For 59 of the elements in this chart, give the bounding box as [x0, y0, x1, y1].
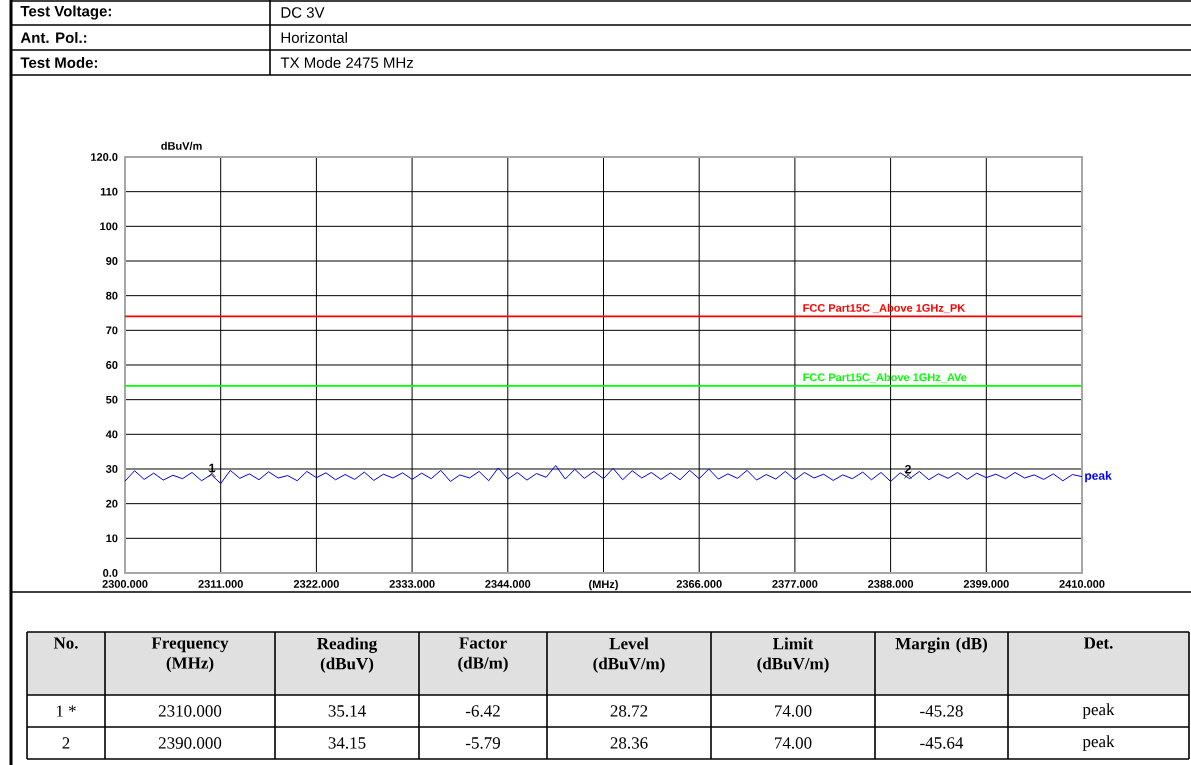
y-tick-label: 60: [106, 361, 118, 369]
text: Test Voltage:: [20, 5, 111, 20]
x-tick-label: 2333.000: [389, 580, 435, 588]
text: peak: [1082, 735, 1115, 751]
text: 74.00: [775, 705, 812, 717]
text: Frequency (MHz): [151, 637, 229, 673]
y-tick-label: 50: [106, 395, 118, 404]
y-tick-label: 70: [106, 326, 118, 335]
x-tick-label: 2311.000: [198, 580, 243, 588]
x-tick-label: 2377.000: [772, 580, 818, 588]
annotation: 1: [209, 463, 215, 473]
text: Test Mode:: [20, 57, 97, 69]
text: TX Mode 2475 MHz: [280, 57, 414, 69]
y-tick-label: 100: [100, 222, 118, 231]
text: peak: [1082, 703, 1115, 719]
x-tick-label: 2399.000: [963, 580, 1009, 588]
text: 74.00: [775, 737, 812, 749]
y-axis-title: dBuV/m: [161, 141, 202, 150]
y-tick-label: 120.0: [91, 153, 118, 161]
text: 1 *: [56, 705, 76, 717]
line-series: [124, 465, 1083, 485]
text: 28.72: [610, 705, 648, 717]
y-tick-label: 30: [105, 465, 118, 473]
text: Level (dBuV/m): [593, 637, 665, 673]
text: -6.42: [465, 705, 500, 717]
text: Ant. Pol.:: [20, 32, 87, 44]
text: 35.14: [328, 705, 366, 717]
x-tick-label: 2410.000: [1059, 580, 1105, 588]
text: -45.64: [920, 737, 964, 749]
y-tick-label: 40: [105, 430, 118, 439]
x-tick-label: 2344.000: [485, 580, 531, 588]
text: Horizontal: [281, 32, 347, 44]
text: Limit (dBuV/m): [757, 637, 829, 673]
y-tick-label: 110: [100, 187, 118, 196]
text: 28.36: [610, 737, 648, 749]
text: 2: [62, 737, 70, 749]
y-tick-label: 0.0: [103, 569, 118, 577]
text: 2390.000: [158, 737, 222, 749]
y-tick-label: 20: [106, 499, 118, 508]
x-tick-label: 2300.000: [102, 580, 148, 588]
x-tick-label: 2366.000: [676, 580, 722, 588]
text: -45.28: [920, 705, 963, 717]
text: Det.: [1083, 637, 1113, 649]
y-tick-label: 90: [106, 257, 118, 265]
x-tick-label: 2322.000: [293, 580, 339, 588]
text: DC 3V: [281, 7, 325, 18]
x-tick-label: (MHz): [589, 580, 618, 591]
series-label: peak: [1085, 471, 1112, 483]
annotation: 2: [905, 464, 911, 474]
text: Factor (dB/m): [458, 637, 508, 673]
text: 34.15: [328, 737, 366, 749]
text: 2310.000: [158, 705, 222, 717]
y-tick-label: 10: [106, 534, 118, 543]
text: Margin (dB): [895, 637, 988, 653]
text: -5.79: [465, 737, 501, 749]
text: No.: [53, 637, 78, 649]
text: Reading (dBuV): [317, 637, 378, 673]
y-tick-label: 80: [106, 291, 118, 300]
x-tick-label: 2388.000: [868, 580, 914, 588]
